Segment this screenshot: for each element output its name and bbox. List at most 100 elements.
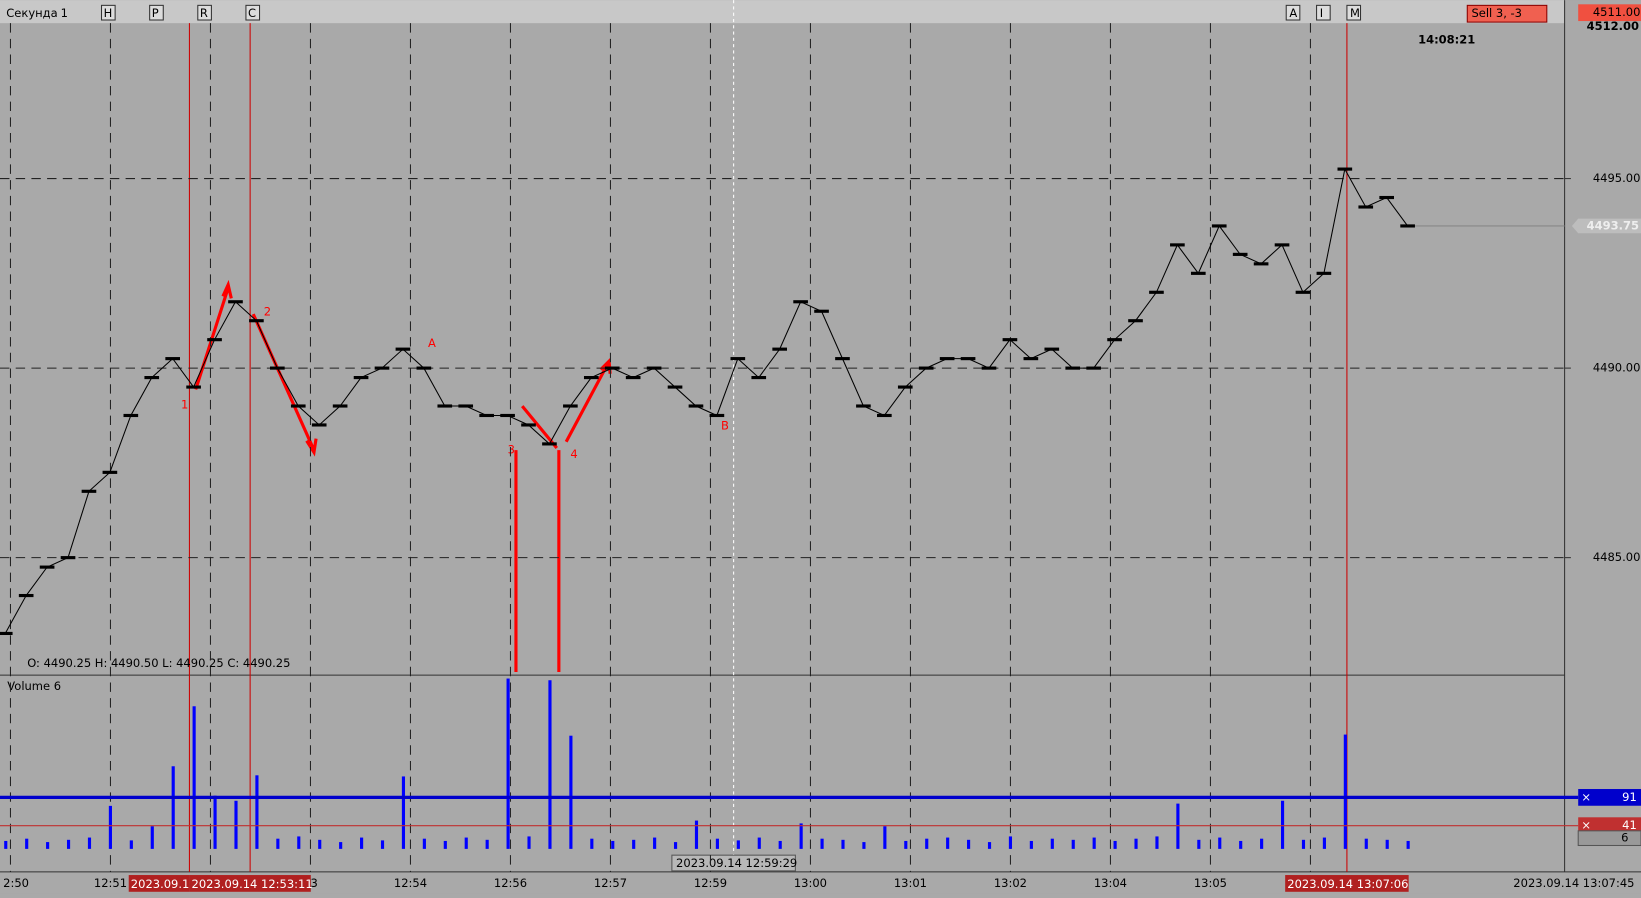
volume-bar [799, 823, 803, 849]
level-label: 91 [1622, 790, 1637, 804]
volume-bar [401, 776, 406, 849]
timeframe[interactable]: Секунда [6, 6, 57, 20]
order-box[interactable] [1466, 4, 1548, 23]
volume-bar [485, 839, 489, 849]
volume-bar [946, 837, 950, 849]
toolbar [0, 0, 1565, 24]
x-tick-label: 12:51 [94, 876, 127, 890]
volume-bar [1134, 838, 1138, 849]
volume-bar [255, 775, 259, 849]
annotation: A [428, 336, 436, 350]
top-price-box [1578, 4, 1641, 22]
volume-bar [108, 805, 112, 849]
volume-bar [1218, 837, 1222, 849]
volume-bar [1197, 839, 1201, 849]
volume-bar [1322, 837, 1326, 849]
current-volume: 6 [1621, 831, 1628, 845]
volume-bar [862, 842, 866, 849]
volume-bar [1301, 839, 1306, 849]
end-time: 2023.09.14 13:07:45 [1513, 876, 1634, 890]
ohlc: O: 4490.25 H: 4490.50 L: 4490.25 C: 4490… [27, 656, 290, 670]
volume-bar [443, 840, 447, 849]
volume-bar [87, 837, 92, 849]
toolbar-button[interactable] [197, 4, 212, 21]
x-tick-label: 13:00 [794, 876, 827, 890]
volume-bar [1364, 838, 1368, 849]
volume-bar [318, 839, 322, 849]
volume-bar [213, 795, 217, 849]
x-tick-label: 12:56 [494, 876, 527, 890]
annotation: 3 [508, 443, 515, 457]
volume-bar [967, 839, 971, 849]
volume-bar [904, 840, 908, 849]
level-close: × [1581, 818, 1591, 832]
volume-bar [1343, 734, 1347, 849]
volume-bar [1029, 840, 1033, 849]
toolbar-button[interactable] [245, 4, 261, 21]
volume-title: Volume 6 [7, 679, 61, 693]
period[interactable]: 1 [61, 6, 68, 20]
time-marker-box [189, 875, 311, 892]
volume-bar [527, 836, 531, 849]
toolbar-button[interactable] [149, 4, 164, 21]
toolbar-button-label: H [104, 6, 113, 20]
y-tick-label: 4485.00 [1593, 550, 1641, 564]
toolbar-button-label: I [1320, 6, 1323, 20]
volume-bar [1280, 800, 1285, 849]
x-tick-label: 12:54 [394, 876, 427, 890]
toolbar-button-label: C [248, 6, 256, 20]
volume-bar [339, 842, 343, 849]
volume-bar [694, 820, 699, 849]
toolbar-button[interactable] [1285, 4, 1301, 21]
level-box [1578, 817, 1641, 835]
volume-bar [276, 838, 280, 849]
annotation: 2 [264, 304, 271, 318]
volume-bar [653, 837, 657, 849]
toolbar-button[interactable] [1316, 4, 1331, 21]
annotation: 1 [181, 398, 188, 412]
volume-bar [925, 838, 929, 849]
volume-bar [171, 766, 175, 849]
level-box [1578, 789, 1641, 806]
y-tick-label: 4490.00 [1593, 361, 1641, 375]
x-tick-label: 13:01 [894, 876, 927, 890]
x-tick-label: 13:02 [994, 876, 1027, 890]
top-price: 4512.00 [1587, 19, 1639, 33]
volume-bar [422, 838, 426, 849]
volume-bar [736, 840, 740, 849]
cursor-time: 2023.09.14 12:59:29 [676, 856, 797, 870]
volume-bar [1176, 803, 1180, 849]
volume-bar [569, 735, 573, 849]
volume-bar [297, 836, 301, 849]
volume-bar [548, 680, 552, 849]
x-tick-label: 12:57 [594, 876, 627, 890]
toolbar-button[interactable] [1346, 4, 1362, 21]
volume-bar [841, 839, 845, 849]
x-tick-label: 13:04 [1094, 876, 1127, 890]
clock: 14:08:21 [1418, 32, 1475, 46]
volume-bar [360, 837, 364, 849]
volume-bar [129, 840, 133, 849]
toolbar-button-label: R [200, 6, 208, 20]
time-marker-box [128, 875, 190, 892]
toolbar-button-label: P [152, 6, 159, 20]
time-marker: 2023.09.14 13:07:06 [1287, 877, 1408, 891]
x-tick-label: 2:50 [3, 876, 29, 890]
volume-bar [1406, 840, 1410, 849]
volume-bar [1113, 840, 1117, 849]
volume-bar [1385, 839, 1389, 849]
volume-bar [66, 839, 71, 849]
toolbar-button[interactable] [100, 4, 116, 21]
y-tick-label: 4495.00 [1593, 171, 1641, 185]
price-line [4, 167, 1409, 634]
annotation: 4 [570, 447, 577, 461]
order[interactable]: Sell 3, -3 [1471, 6, 1522, 20]
cursor-box [671, 854, 796, 872]
volume-bar [46, 842, 50, 849]
volume-bar [987, 842, 992, 849]
volume-bar [715, 838, 719, 849]
annotation: B [721, 419, 729, 433]
time-marker: 2023.09.1 [131, 877, 190, 891]
